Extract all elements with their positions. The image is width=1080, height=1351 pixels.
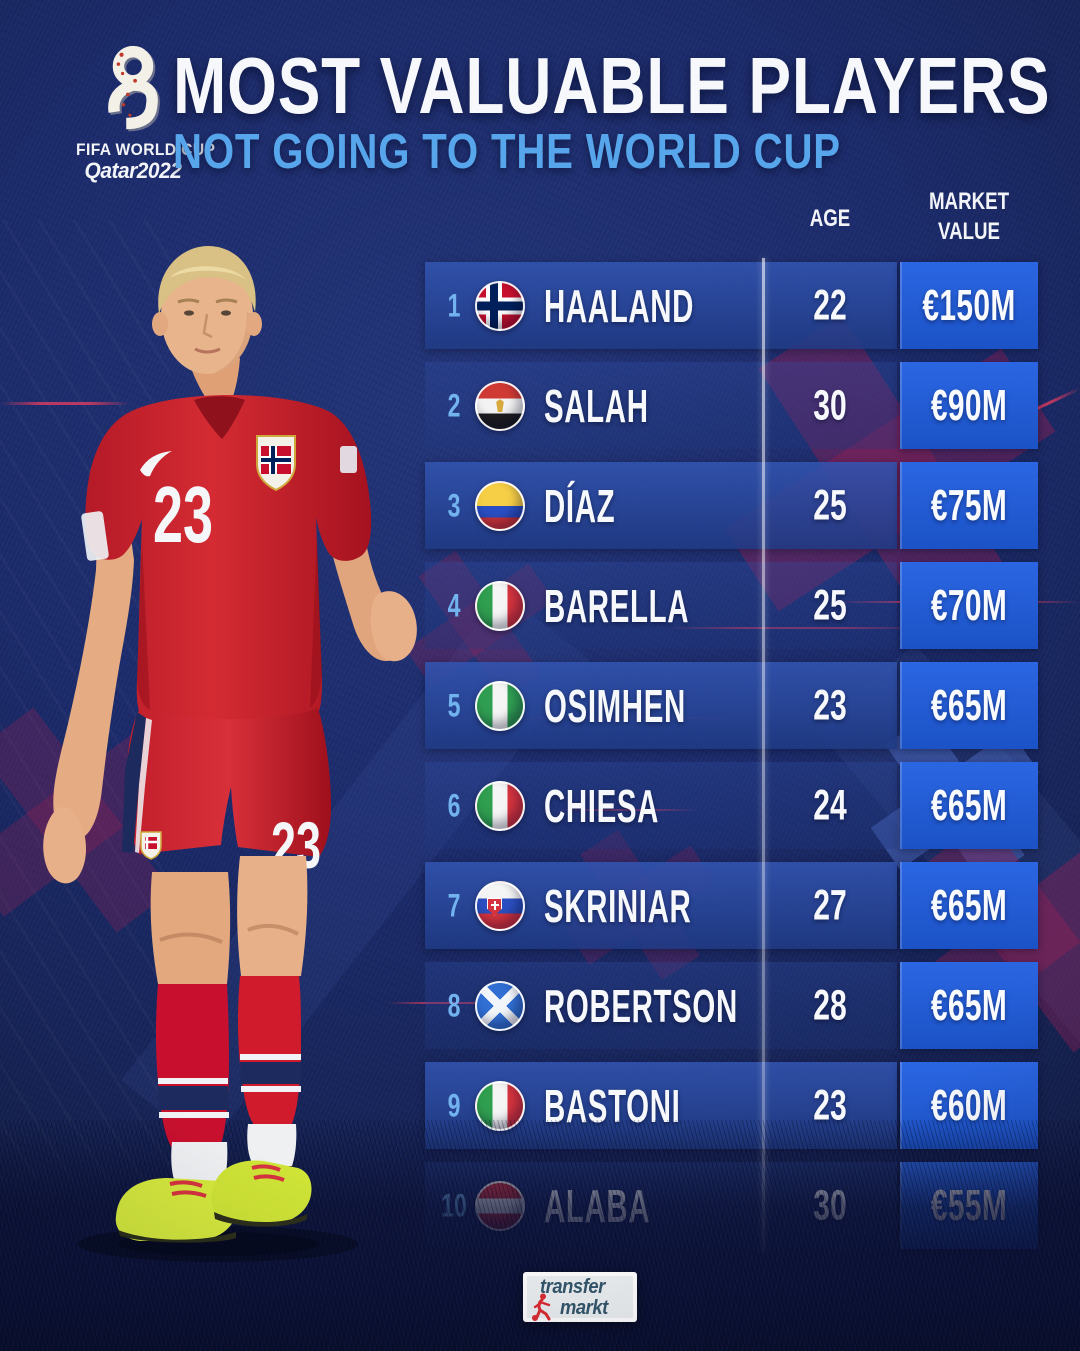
player-name: SKRINIAR bbox=[544, 879, 692, 932]
rank-number: 2 bbox=[447, 387, 461, 423]
market-value-box: €65M bbox=[900, 962, 1038, 1049]
qatar-2022-emblem-icon bbox=[107, 45, 160, 132]
market-value: €90M bbox=[930, 380, 1008, 430]
norway-crest-icon bbox=[256, 435, 296, 492]
market-value: €55M bbox=[930, 1180, 1008, 1230]
column-header-age: AGE bbox=[809, 205, 851, 232]
table-row: 1 HAALAND 22 €150M bbox=[425, 262, 1038, 349]
kicking-player-icon bbox=[532, 1293, 551, 1321]
market-value-box: €65M bbox=[900, 862, 1038, 949]
table-row: 4 BARELLA 25 €70M bbox=[425, 562, 1038, 649]
column-divider-line bbox=[762, 258, 765, 1252]
age-value: 25 bbox=[813, 481, 847, 529]
player-name: OSIMHEN bbox=[544, 679, 686, 732]
country-flag-icon bbox=[475, 580, 525, 631]
age-value: 23 bbox=[813, 681, 847, 729]
market-value: €65M bbox=[930, 980, 1008, 1030]
market-value-box: €75M bbox=[900, 462, 1038, 549]
age-value: 30 bbox=[813, 1181, 847, 1229]
market-value: €75M bbox=[930, 480, 1008, 530]
country-flag-icon bbox=[475, 280, 525, 331]
rank-number: 6 bbox=[447, 787, 461, 823]
rank-number: 8 bbox=[447, 987, 461, 1023]
rank-number: 4 bbox=[447, 587, 461, 623]
market-value-box: €65M bbox=[900, 662, 1038, 749]
player-name: DÍAZ bbox=[544, 479, 616, 532]
market-value: €65M bbox=[930, 780, 1008, 830]
player-name: SALAH bbox=[544, 379, 649, 432]
page-title: MOST VALUABLE PLAYERS bbox=[173, 41, 1051, 130]
transfermarkt-wordmark-bottom: markt bbox=[560, 1297, 608, 1319]
age-value: 25 bbox=[813, 581, 847, 629]
market-value: €65M bbox=[930, 680, 1008, 730]
rank-number: 3 bbox=[447, 487, 461, 523]
rank-number: 5 bbox=[447, 687, 461, 723]
market-value-box: €150M bbox=[900, 262, 1038, 349]
country-flag-icon bbox=[475, 880, 525, 931]
country-flag-icon bbox=[475, 1080, 525, 1131]
age-value: 28 bbox=[813, 981, 847, 1029]
country-flag-icon bbox=[475, 980, 525, 1031]
market-value-box: €90M bbox=[900, 362, 1038, 449]
market-value-box: €60M bbox=[900, 1062, 1038, 1149]
market-value-box: €70M bbox=[900, 562, 1038, 649]
player-name: ROBERTSON bbox=[544, 979, 738, 1032]
column-header-market-value: MARKET VALUE bbox=[911, 187, 1028, 247]
table-row: 10 ALABA 30 €55M bbox=[425, 1162, 1038, 1249]
haaland-player-photo: 23 23 bbox=[43, 246, 417, 1262]
market-value: €150M bbox=[922, 280, 1016, 330]
fifa-wordmark: FIFA WORLD CUP bbox=[76, 140, 216, 159]
market-value: €65M bbox=[930, 880, 1008, 930]
table-row: 6 CHIESA 24 €65M bbox=[425, 762, 1038, 849]
player-name: BARELLA bbox=[544, 579, 690, 632]
age-value: 27 bbox=[813, 881, 847, 929]
country-flag-icon bbox=[475, 1180, 525, 1231]
market-value: €60M bbox=[930, 1080, 1008, 1130]
table-row: 5 OSIMHEN 23 €65M bbox=[425, 662, 1038, 749]
rank-number: 9 bbox=[447, 1087, 461, 1123]
table-row: 7 SKRINIAR 27 €65M bbox=[425, 862, 1038, 949]
player-name: HAALAND bbox=[544, 279, 695, 332]
rank-number: 7 bbox=[447, 887, 461, 923]
market-value-header-line2: VALUE bbox=[937, 218, 1001, 245]
market-value-box: €55M bbox=[900, 1162, 1038, 1249]
age-value: 30 bbox=[813, 381, 847, 429]
country-flag-icon bbox=[475, 680, 525, 731]
fifa-world-cup-logo: FIFA WORLD CUP Qatar2022 bbox=[70, 36, 215, 184]
player-name: ALABA bbox=[544, 1179, 651, 1232]
transfermarkt-logo: transfer markt bbox=[523, 1272, 637, 1322]
market-value-box: €65M bbox=[900, 762, 1038, 849]
table-row: 9 BASTONI 23 €60M bbox=[425, 1062, 1038, 1149]
market-value-header-line1: MARKET bbox=[928, 188, 1010, 215]
qatar-2022-wordmark: Qatar2022 bbox=[84, 158, 181, 183]
age-value: 24 bbox=[813, 781, 847, 829]
country-flag-icon bbox=[475, 380, 525, 431]
table-row: 3 DÍAZ 25 €75M bbox=[425, 462, 1038, 549]
country-flag-icon bbox=[475, 780, 525, 831]
country-flag-icon bbox=[475, 480, 525, 531]
table-row: 2 SALAH 30 €90M bbox=[425, 362, 1038, 449]
age-value: 22 bbox=[813, 281, 847, 329]
player-name: BASTONI bbox=[544, 1079, 681, 1132]
age-value: 23 bbox=[813, 1081, 847, 1129]
table-row: 8 ROBERTSON 28 €65M bbox=[425, 962, 1038, 1049]
rank-number: 1 bbox=[447, 287, 461, 323]
shirt-number: 23 bbox=[153, 470, 213, 559]
player-name: CHIESA bbox=[544, 779, 660, 832]
market-value: €70M bbox=[930, 580, 1008, 630]
page-subtitle: NOT GOING TO THE WORLD CUP bbox=[173, 125, 841, 179]
